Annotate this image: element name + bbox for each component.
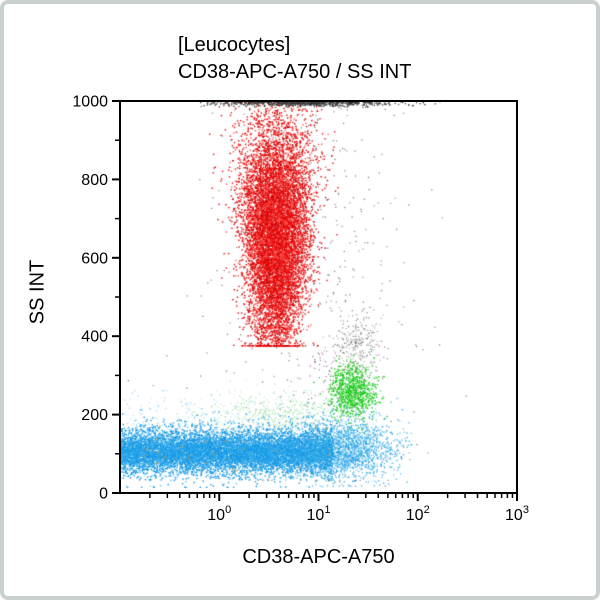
x-tick-label: 101: [307, 504, 331, 524]
plot-title-block: [Leucocytes] CD38-APC-A750 / SS INT: [178, 32, 411, 86]
x-tick-label: 103: [505, 504, 529, 524]
plot-border: [119, 100, 518, 494]
y-axis-label: SS INT: [26, 259, 49, 325]
x-axis-label: CD38-APC-A750: [242, 546, 395, 568]
y-tick-label: 400: [81, 329, 108, 346]
y-tick-label: 800: [81, 172, 108, 189]
y-tick-label: 1000: [72, 94, 108, 111]
x-tick-label: 100: [207, 504, 231, 524]
y-tick-label: 600: [81, 250, 108, 267]
y-tick-label: 200: [81, 407, 108, 424]
x-tick-label: 102: [406, 504, 430, 524]
gate-title: [Leucocytes]: [178, 34, 291, 56]
y-tick-label: 0: [99, 486, 108, 503]
axes-title: CD38-APC-A750 / SS INT: [178, 61, 412, 83]
scatter-dot-canvas[interactable]: [121, 102, 516, 492]
